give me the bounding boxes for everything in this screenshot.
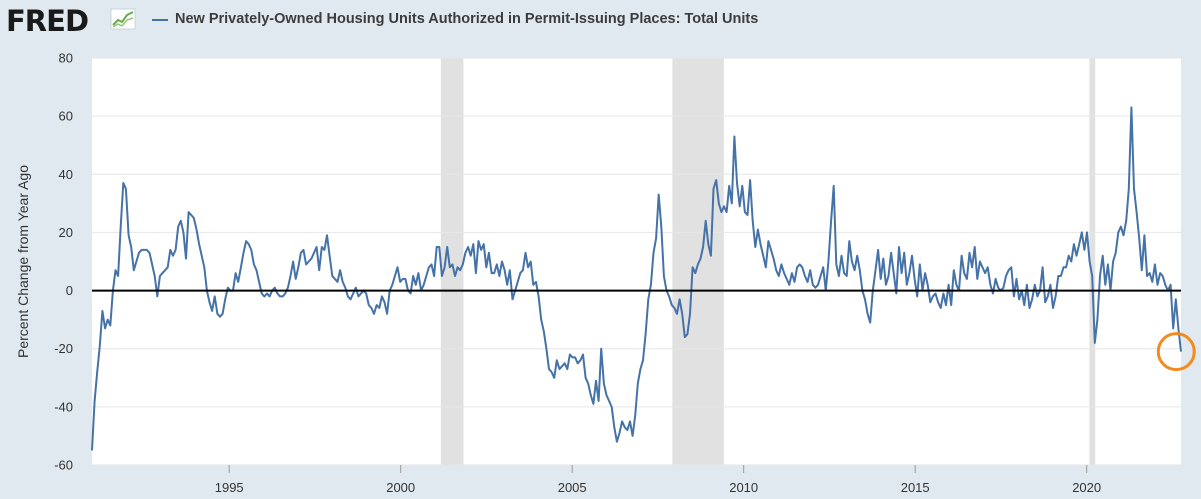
highlight-circle: [1156, 332, 1196, 372]
recession-band: [440, 58, 464, 465]
y-tick-label: -60: [54, 458, 73, 473]
x-tick-label: 2015: [901, 480, 930, 495]
series-line[interactable]: [91, 106, 1182, 451]
x-tick-label: 2010: [729, 480, 758, 495]
recession-band: [672, 58, 724, 465]
y-tick-label: 80: [59, 51, 73, 66]
legend-swatch: [152, 18, 168, 21]
y-tick-label: 60: [59, 109, 73, 124]
recession-band: [1089, 58, 1096, 465]
x-tick-label: 2005: [558, 480, 587, 495]
chart-header: FRED New Privately-Owned Housing Units A…: [0, 0, 1201, 44]
fred-logo[interactable]: FRED: [6, 4, 89, 38]
x-tick-label: 2000: [386, 480, 415, 495]
x-tick-label: 2020: [1072, 480, 1101, 495]
x-tick-label: 1995: [215, 480, 244, 495]
y-axis-title: Percent Change from Year Ago: [15, 165, 31, 358]
legend: New Privately-Owned Housing Units Author…: [152, 11, 758, 27]
line-graph-icon: [110, 8, 136, 30]
y-tick-label: 20: [59, 225, 73, 240]
y-tick-label: -20: [54, 341, 73, 356]
legend-series-label[interactable]: New Privately-Owned Housing Units Author…: [175, 11, 759, 27]
y-tick-label: -40: [54, 399, 73, 414]
y-tick-label: 0: [66, 283, 73, 298]
y-tick-label: 40: [59, 167, 73, 182]
